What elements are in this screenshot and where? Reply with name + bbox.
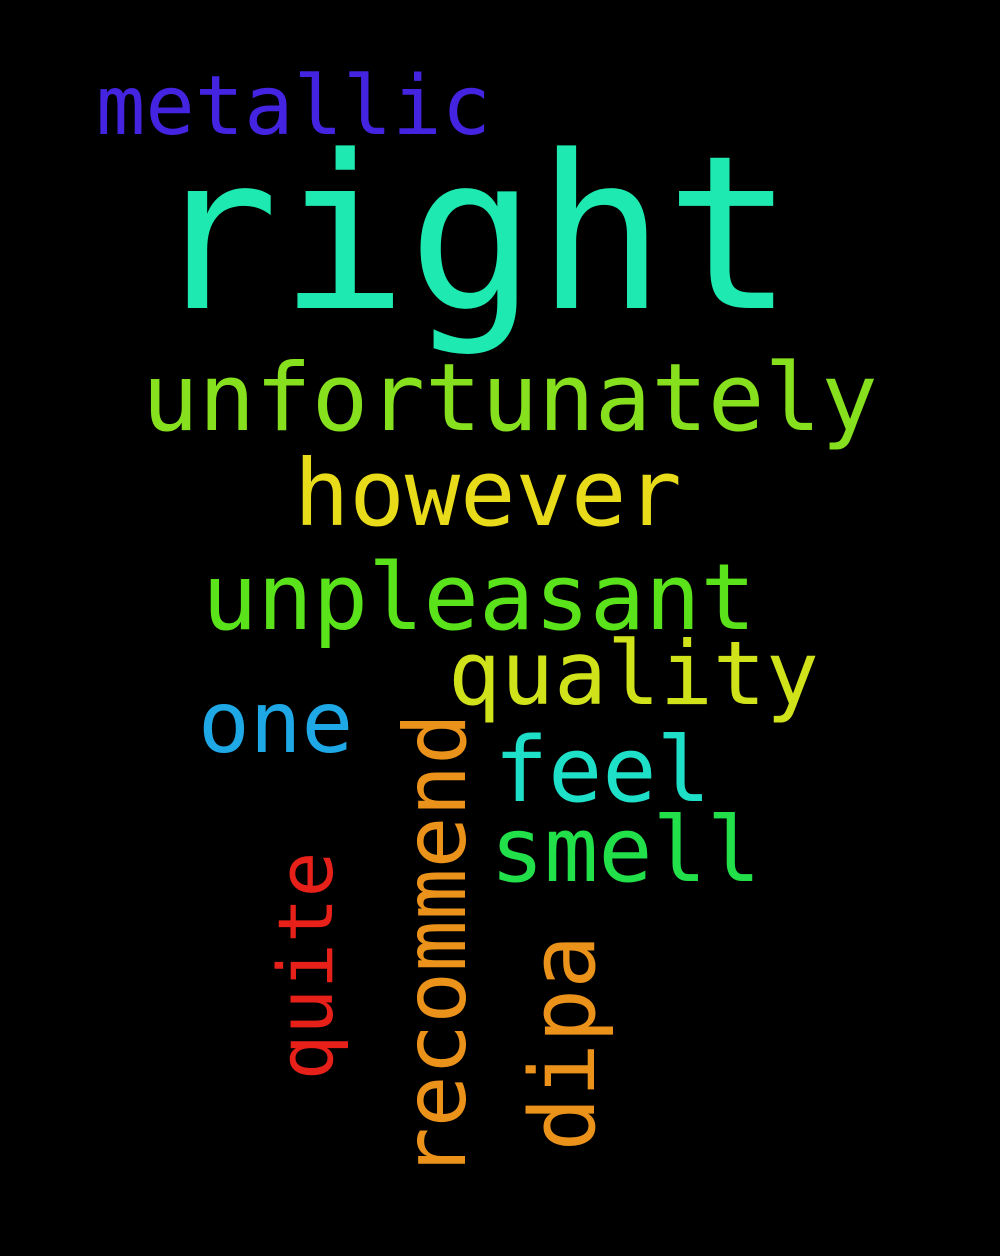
word-right: right [150,110,795,359]
word-dipa: dipa [511,934,616,1152]
word-feel: feel [494,718,711,823]
word-unpleasant: unpleasant [202,544,756,651]
word-recommend: recommend [386,713,486,1179]
word-quite: quite [261,851,350,1081]
word-however: however [294,440,682,547]
word-smell: smell [490,798,761,903]
word-one: one [198,673,354,773]
word-quality: quality [448,622,819,725]
word-metallic: metallic [96,59,491,154]
word-unfortunately: unfortunately [142,344,878,453]
